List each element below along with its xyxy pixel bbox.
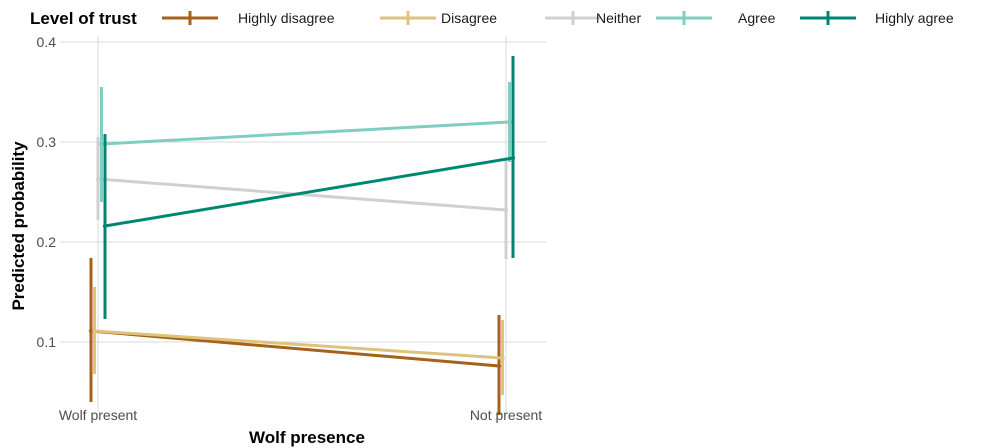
data-point bbox=[503, 207, 509, 213]
series-line bbox=[90, 329, 500, 368]
y-tick-label: 0.4 bbox=[37, 34, 57, 50]
series-line bbox=[104, 156, 514, 228]
x-tick-label: Wolf present bbox=[59, 407, 137, 423]
data-point bbox=[88, 328, 94, 334]
legend-label: Highly agree bbox=[875, 10, 954, 26]
data-point bbox=[92, 328, 97, 334]
legend-item: Neither bbox=[545, 10, 641, 26]
x-axis-title: Wolf presence bbox=[249, 428, 365, 447]
data-point bbox=[507, 119, 512, 125]
legend-title: Level of trust bbox=[30, 9, 137, 28]
y-tick-label: 0.3 bbox=[37, 134, 57, 150]
series-1 bbox=[92, 287, 505, 395]
data-point bbox=[500, 355, 505, 361]
data-point bbox=[496, 363, 502, 369]
legend-item: Highly disagree bbox=[162, 10, 335, 26]
legend-label: Highly disagree bbox=[238, 10, 335, 26]
legend-item: Disagree bbox=[380, 10, 497, 26]
y-axis-title: Predicted probability bbox=[9, 141, 28, 311]
series-line bbox=[94, 329, 503, 360]
series-2 bbox=[95, 137, 509, 259]
legend-item: Highly agree bbox=[800, 10, 954, 26]
series-4 bbox=[102, 56, 516, 319]
data-point bbox=[99, 141, 104, 147]
y-tick-label: 0.1 bbox=[37, 334, 57, 350]
data-point bbox=[510, 155, 516, 161]
series-3 bbox=[99, 82, 512, 202]
legend-item: Agree bbox=[656, 10, 776, 26]
axes: 0.1 0.2 0.3 0.4 Wolf present Not present bbox=[37, 34, 543, 423]
legend-label: Disagree bbox=[441, 10, 497, 26]
y-tick-label: 0.2 bbox=[37, 234, 57, 250]
data-point bbox=[95, 176, 101, 182]
legend-label: Agree bbox=[738, 10, 776, 26]
legend: Level of trust Highly disagree Disagree Ne… bbox=[30, 9, 954, 28]
series-layer bbox=[88, 56, 516, 415]
series-0 bbox=[88, 258, 502, 415]
series-line bbox=[101, 120, 510, 146]
data-point bbox=[102, 223, 108, 229]
x-tick-label: Not present bbox=[470, 407, 542, 423]
legend-label: Neither bbox=[596, 10, 641, 26]
